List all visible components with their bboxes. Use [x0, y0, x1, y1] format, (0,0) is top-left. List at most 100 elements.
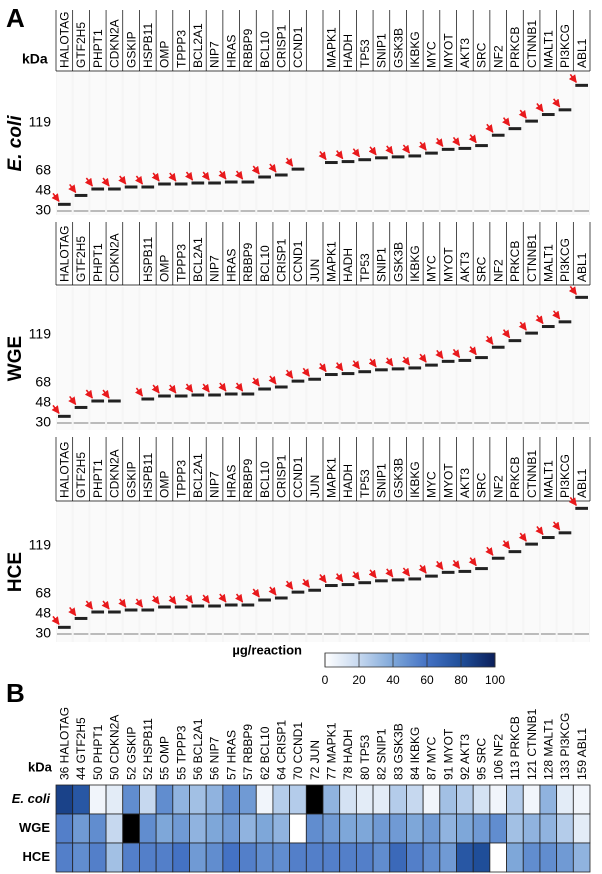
protein-band	[74, 193, 88, 197]
marker-band	[207, 633, 222, 635]
protein-band	[458, 146, 472, 150]
arrow	[502, 540, 511, 550]
lane-label: RBBP9	[241, 28, 255, 68]
lane	[157, 502, 172, 642]
marker-band	[73, 422, 89, 424]
heatmap-cell	[305, 842, 324, 873]
marker-band	[190, 633, 206, 635]
marker-band	[474, 633, 489, 635]
marker-band	[273, 633, 289, 635]
lane-label: PI3KCG	[558, 238, 572, 282]
arrow	[201, 383, 210, 393]
protein-band	[425, 574, 438, 578]
lane-label: GSK3B	[391, 458, 405, 498]
marker-band	[574, 633, 589, 635]
marker-band	[123, 210, 139, 212]
lane	[140, 502, 156, 642]
marker-band	[223, 633, 239, 635]
arrow	[134, 598, 144, 608]
lane-label: PI3KCG	[558, 24, 572, 68]
arrow	[368, 569, 377, 579]
lane	[73, 72, 89, 215]
lane-label: CRISP1	[274, 238, 288, 282]
column-label: 80 TP53	[358, 735, 372, 780]
heatmap-cell	[372, 784, 391, 815]
heatmap-cell	[355, 813, 374, 844]
protein-band	[358, 370, 372, 374]
arrow	[401, 567, 411, 577]
lane	[524, 287, 539, 430]
lane-label: HSPB11	[141, 237, 155, 282]
heatmap-cell	[305, 784, 324, 815]
lane-label: PRKCB	[508, 457, 522, 498]
arrow	[301, 367, 310, 377]
arrow	[451, 136, 461, 147]
arrow	[385, 145, 394, 155]
marker-label: 68	[35, 374, 51, 390]
protein-band	[341, 160, 355, 164]
lane	[123, 502, 139, 642]
marker-band	[290, 633, 306, 635]
marker-band	[107, 210, 122, 212]
lane	[240, 287, 256, 430]
heatmap-cell	[272, 784, 291, 815]
lane	[390, 72, 406, 215]
lane-label: RBBP9	[241, 242, 255, 282]
lane-label: CDKN2A	[108, 233, 122, 282]
arrow	[251, 588, 260, 598]
lane	[157, 72, 172, 215]
marker-band	[574, 422, 589, 424]
lane-label: TPPP3	[174, 30, 188, 68]
gel-row-label: HCE	[5, 552, 26, 592]
marker-band	[557, 422, 573, 424]
heatmap-cell	[88, 813, 107, 844]
heatmap-cell	[72, 784, 90, 815]
protein-band	[258, 598, 271, 602]
arrow	[485, 546, 494, 556]
marker-band	[540, 422, 556, 424]
lane-label: RBBP9	[241, 458, 255, 498]
lane	[307, 287, 322, 430]
arrow	[201, 594, 210, 604]
lane	[123, 287, 139, 430]
column-label: 87 MYC	[425, 736, 439, 780]
protein-band	[291, 590, 305, 594]
lane-label: TPPP3	[174, 244, 188, 282]
lane-label: SNIP1	[375, 247, 389, 282]
lane	[557, 287, 573, 430]
protein-band	[274, 173, 288, 177]
lane	[407, 72, 423, 215]
lane	[207, 287, 222, 430]
column-label: 50 PHPT1	[91, 724, 105, 780]
lane-label: CDKN2A	[108, 19, 122, 68]
arrow	[84, 389, 94, 399]
lane-label: HSPB11	[141, 23, 155, 68]
lane-label: JUN	[308, 475, 322, 498]
protein-band	[241, 180, 255, 184]
lane	[324, 287, 339, 430]
lane	[273, 287, 289, 430]
lane	[190, 72, 206, 215]
arrow	[385, 568, 394, 578]
heatmap-cell	[472, 842, 491, 873]
marker-band	[390, 422, 406, 424]
arrow	[485, 335, 494, 345]
marker-band	[90, 422, 106, 424]
lane	[507, 502, 523, 642]
lane-label: ABL1	[575, 38, 589, 68]
marker-band	[140, 210, 156, 212]
lane-label: NF2	[491, 259, 505, 282]
colorbar	[324, 652, 496, 668]
heatmap-cell	[122, 842, 140, 873]
lane-label: CCND1	[291, 26, 305, 68]
protein-band	[224, 603, 238, 607]
heatmap-cell	[539, 813, 558, 844]
marker-band	[207, 210, 222, 212]
protein-band	[308, 588, 321, 592]
marker-label: 48	[35, 182, 51, 198]
arrow	[485, 123, 494, 133]
colorbar-tick-label: 0	[322, 673, 329, 687]
protein-band	[108, 610, 121, 614]
heatmap-cell	[205, 784, 224, 815]
lane-label: TPPP3	[174, 460, 188, 498]
